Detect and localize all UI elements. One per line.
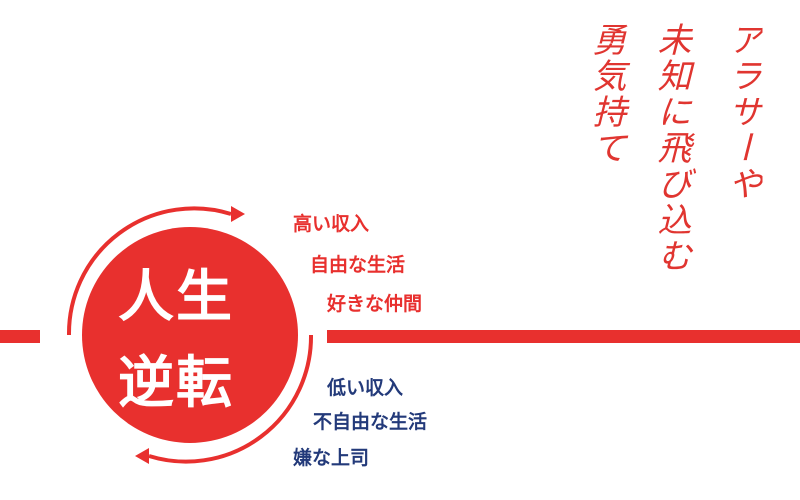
cycle-arc-top — [66, 206, 232, 336]
good-item-2: 自由な生活 — [310, 254, 406, 276]
cycle-arrowhead-bottom — [135, 448, 149, 464]
cycle-arrowhead-top — [231, 206, 245, 222]
badge-circle — [82, 227, 298, 443]
cycle-arrows-graphic — [66, 206, 314, 464]
bad-item-3: 嫌な上司 — [293, 447, 370, 469]
bad-item-2: 不自由な生活 — [313, 411, 428, 433]
tagline-column-2: 未知に飛び込む — [651, 22, 691, 274]
tagline-column-3: 勇気持て — [586, 22, 626, 166]
good-item-1: 高い収入 — [293, 213, 370, 235]
divider-line-left — [0, 330, 40, 343]
badge-title-line-2: 逆転 — [118, 351, 234, 416]
bad-item-1: 低い収入 — [327, 377, 404, 399]
divider-line-right — [327, 330, 800, 343]
good-item-3: 好きな仲間 — [327, 293, 423, 315]
badge-title-line-1: 人生 — [118, 265, 234, 330]
tagline-column-1: アラサーや — [722, 22, 762, 202]
cycle-arc-bottom — [148, 334, 314, 464]
